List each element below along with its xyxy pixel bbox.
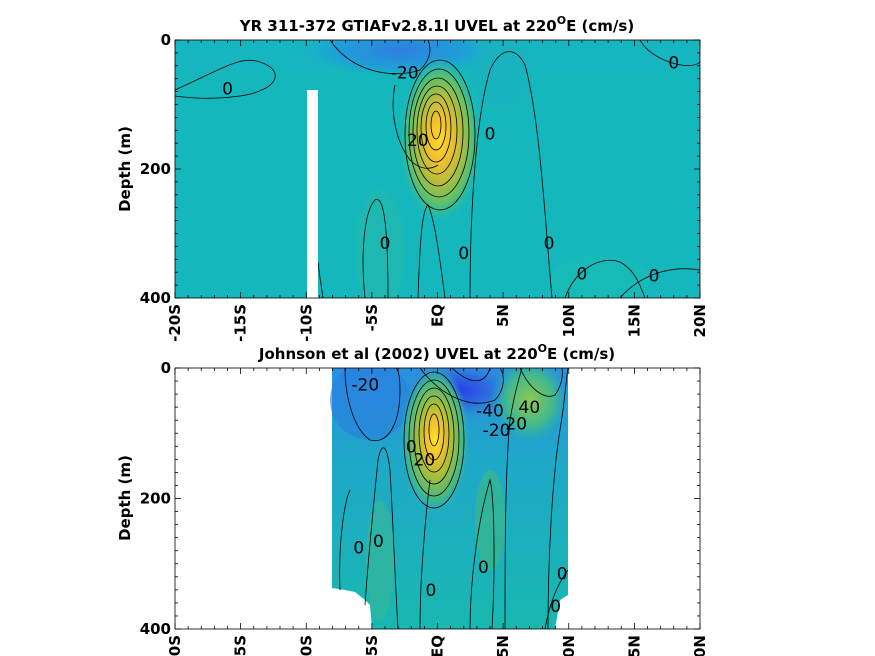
y-axis-label: Depth (m) <box>116 126 134 212</box>
x-tick-label: 10N <box>560 304 578 337</box>
contour-label: 0 <box>458 244 469 264</box>
contour-label: 20 <box>414 450 436 470</box>
x-tick-label: -15S <box>232 635 250 656</box>
model-panel: YR 311-372 GTIAFv2.8.1l UVEL at 220OE (c… <box>116 14 709 342</box>
contour-label: 20 <box>407 131 429 151</box>
x-tick-label: -5S <box>363 635 381 656</box>
contour-label: 0 <box>576 264 587 284</box>
contour-label: 0 <box>544 234 555 254</box>
contour-label: 0 <box>649 266 660 286</box>
y-tick-label: 400 <box>140 620 171 638</box>
x-tick-label: -10S <box>297 635 315 656</box>
contour-label: -40 <box>476 401 504 421</box>
contour-label: 0 <box>485 125 496 145</box>
x-tick-label: -20S <box>166 635 184 656</box>
chart-title: YR 311-372 GTIAFv2.8.1l UVEL at 220OE (c… <box>239 14 634 35</box>
contour-label: 20 <box>505 414 527 434</box>
x-tick-label: 20N <box>691 635 709 656</box>
x-tick-label: -15S <box>232 304 250 342</box>
contour-label: 0 <box>406 437 417 457</box>
contour-label: 0 <box>557 565 568 585</box>
x-tick-label: EQ <box>429 635 447 656</box>
x-tick-label: 15N <box>625 304 643 337</box>
y-tick-label: 200 <box>140 490 171 508</box>
contour-label: 0 <box>373 532 384 552</box>
contour-label: 0 <box>550 597 561 617</box>
x-tick-label: -5S <box>363 304 381 331</box>
x-tick-label: 5N <box>494 304 512 327</box>
contour-label: 0 <box>222 79 233 99</box>
x-tick-label: -20S <box>166 304 184 342</box>
contour-lines <box>175 40 700 298</box>
x-tick-label: EQ <box>429 304 447 327</box>
contour-label: -20 <box>351 375 379 395</box>
contour-label: 0 <box>353 538 364 558</box>
contour-label: -20 <box>391 63 419 83</box>
x-axis: -20S -15S -10S -5S EQ 5N 10N 15N 20N <box>166 40 709 342</box>
y-tick-label: 400 <box>140 289 171 307</box>
x-tick-label: 10N <box>560 635 578 656</box>
x-tick-label: 5N <box>494 635 512 656</box>
contour-label: 0 <box>478 558 489 578</box>
y-tick-label: 200 <box>140 160 171 178</box>
chart-title: Johnson et al (2002) UVEL at 220OE (cm/s… <box>258 342 615 363</box>
contour-label: -20 <box>483 421 511 441</box>
masked-gap <box>307 90 318 298</box>
heatmap-field <box>175 40 700 298</box>
contour-lines <box>339 368 569 629</box>
contour-label: 0 <box>668 54 679 74</box>
contour-label: 40 <box>519 398 541 418</box>
x-tick-label: 20N <box>691 304 709 337</box>
contour-label: 0 <box>380 234 391 254</box>
contour-labels: 0 -20 0 20 0 0 0 0 0 0 <box>222 54 679 287</box>
contour-label: 0 <box>426 581 437 601</box>
observation-panel: Johnson et al (2002) UVEL at 220OE (cm/s… <box>116 342 709 656</box>
y-tick-label: 0 <box>161 31 171 49</box>
x-tick-label: -10S <box>297 304 315 342</box>
x-tick-label: 15N <box>625 635 643 656</box>
x-axis: -20S -15S -10S -5S EQ 5N 10N 15N 20N <box>166 368 709 656</box>
y-tick-label: 0 <box>161 359 171 377</box>
y-axis-label: Depth (m) <box>116 455 134 541</box>
